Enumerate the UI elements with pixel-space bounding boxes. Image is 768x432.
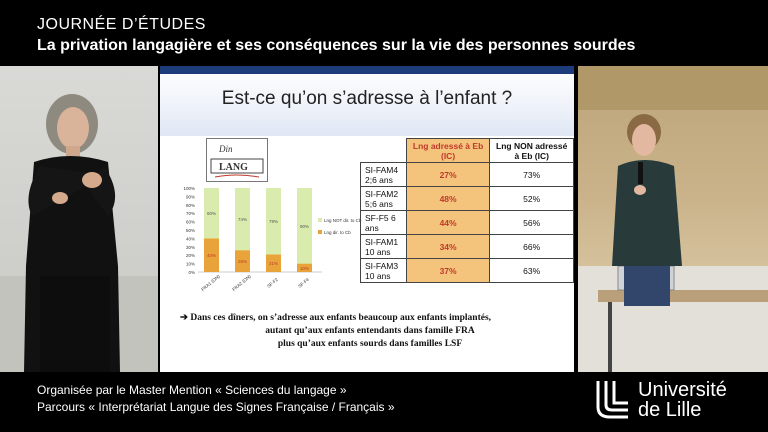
adressed-language-table: Lng adressé à Eb (IC) Lng NON adressé à … bbox=[360, 138, 574, 283]
conclusion-line-1: ➔ Dans ces dîners, on s’adresse aux enfa… bbox=[180, 312, 560, 325]
bar-data-label: 10% bbox=[300, 266, 309, 271]
slide-top-bar bbox=[160, 66, 574, 74]
organizer-line: Organisée par le Master Mention « Scienc… bbox=[37, 383, 347, 397]
parcours-line: Parcours « Interprétariat Langue des Sig… bbox=[37, 400, 395, 414]
bar-data-label: 74% bbox=[238, 217, 247, 222]
svg-text:LANG: LANG bbox=[219, 162, 248, 173]
y-tick-label: 100% bbox=[183, 186, 195, 191]
stacked-bar-chart: 0% 10% 20% 30% 40% 50% 60% 70% 80% 90% 100% 40% 60% F… bbox=[183, 186, 362, 292]
row-label: SI-FAM2 5;6 ans bbox=[360, 186, 407, 211]
arrow-icon: ➔ bbox=[180, 313, 191, 323]
table-row: SI-FAM3 10 ans 37% 63% bbox=[360, 258, 574, 283]
bar-segment bbox=[297, 263, 312, 272]
bar-segment bbox=[266, 254, 281, 272]
conclusion-line-3: plus qu’aux enfants sourds dans familles… bbox=[277, 339, 463, 349]
bar-segment bbox=[297, 188, 312, 264]
y-tick-label: 40% bbox=[186, 236, 195, 241]
interpreter-video bbox=[0, 66, 158, 372]
cell-adressed: 48% bbox=[405, 186, 491, 211]
table-row: SI-FAM4 2;6 ans 27% 73% bbox=[360, 162, 574, 187]
y-tick-label: 50% bbox=[186, 228, 195, 233]
speaker-video bbox=[578, 66, 768, 372]
y-tick-label: 80% bbox=[186, 203, 195, 208]
bar-segment bbox=[204, 188, 219, 239]
event-title: JOURNÉE D’ÉTUDES bbox=[37, 16, 206, 33]
x-tick-label: FRA2 (ON) bbox=[231, 273, 252, 292]
bar-data-label: 79% bbox=[269, 219, 278, 224]
dinlang-logo-image: Din LANG bbox=[210, 144, 264, 178]
bar-data-label: 40% bbox=[207, 253, 216, 258]
x-tick-label: FRA1 (ON) bbox=[200, 273, 221, 292]
bar-data-label: 26% bbox=[238, 259, 247, 264]
bar-segment bbox=[266, 188, 281, 255]
y-tick-label: 30% bbox=[186, 245, 195, 250]
y-tick-label: 70% bbox=[186, 211, 195, 216]
bar-data-label: 60% bbox=[207, 211, 216, 216]
university-name-line2: de Lille bbox=[638, 399, 702, 421]
legend-label: Lng NOT dir. to Cb bbox=[324, 218, 362, 223]
cell-adressed: 34% bbox=[405, 234, 491, 259]
legend-label: Lng dir. to Cb bbox=[324, 230, 351, 235]
university-name-line1: Université bbox=[638, 379, 727, 401]
legend-swatch bbox=[318, 218, 322, 222]
conclusion-line-1-text: Dans ces dîners, on s’adresse aux enfant… bbox=[190, 313, 492, 323]
cell-not-adressed: 52% bbox=[489, 186, 574, 211]
slide-conclusion: ➔ Dans ces dîners, on s’adresse aux enfa… bbox=[180, 312, 560, 351]
bar-data-label: 90% bbox=[300, 224, 309, 229]
conclusion-line-2: autant qu’aux enfants entendants dans fa… bbox=[265, 326, 475, 336]
event-header: JOURNÉE D’ÉTUDES La privation langagière… bbox=[0, 0, 768, 62]
speaker-figure bbox=[578, 66, 768, 372]
y-tick-label: 0% bbox=[188, 270, 195, 275]
y-tick-label: 10% bbox=[186, 262, 195, 267]
table-row: SI-FAM1 10 ans 34% 66% bbox=[360, 234, 574, 259]
y-tick-label: 90% bbox=[186, 194, 195, 199]
bar-segment bbox=[204, 238, 219, 272]
svg-text:Din: Din bbox=[218, 144, 233, 154]
cell-not-adressed: 66% bbox=[489, 234, 574, 259]
bar-segment bbox=[235, 188, 250, 251]
table-row: SI-FAM2 5;6 ans 48% 52% bbox=[360, 186, 574, 211]
col-header-adressed: Lng adressé à Eb (IC) bbox=[405, 138, 491, 163]
table-header-row: Lng adressé à Eb (IC) Lng NON adressé à … bbox=[361, 138, 574, 163]
university-logo-icon bbox=[596, 381, 628, 419]
table-row: SF-F5 6 ans 44% 56% bbox=[360, 210, 574, 235]
col-header-not-adressed: Lng NON adressé à Eb (IC) bbox=[489, 138, 574, 163]
row-label: SI-FAM4 2;6 ans bbox=[360, 162, 407, 187]
cell-adressed: 44% bbox=[405, 210, 491, 235]
row-label: SF-F5 6 ans bbox=[360, 210, 407, 235]
slide-title: Est-ce qu’on s’adresse à l’enfant ? bbox=[221, 88, 513, 109]
x-tick-label: SF-F2 bbox=[266, 277, 279, 289]
row-label: SI-FAM3 10 ans bbox=[360, 258, 407, 283]
y-tick-label: 20% bbox=[186, 253, 195, 258]
y-tick-label: 60% bbox=[186, 220, 195, 225]
cell-adressed: 27% bbox=[405, 162, 491, 187]
dinlang-logo: Din LANG bbox=[206, 138, 268, 182]
row-label: SI-FAM1 10 ans bbox=[360, 234, 407, 259]
footer: Organisée par le Master Mention « Scienc… bbox=[0, 372, 768, 432]
bar-data-label: 21% bbox=[269, 261, 278, 266]
event-subtitle: La privation langagière et ses conséquen… bbox=[37, 37, 636, 54]
cell-not-adressed: 56% bbox=[489, 210, 574, 235]
legend-swatch bbox=[318, 230, 322, 234]
bar-segment bbox=[235, 250, 250, 272]
slide-header: Est-ce qu’on s’adresse à l’enfant ? bbox=[160, 66, 574, 136]
presentation-slide: Est-ce qu’on s’adresse à l’enfant ? Din … bbox=[160, 66, 574, 372]
table-corner bbox=[361, 139, 407, 163]
cell-not-adressed: 73% bbox=[489, 162, 574, 187]
cell-adressed: 37% bbox=[405, 258, 491, 283]
x-tick-label: SF-F4 bbox=[297, 277, 310, 289]
interpreter-figure bbox=[0, 94, 158, 372]
cell-not-adressed: 63% bbox=[489, 258, 574, 283]
